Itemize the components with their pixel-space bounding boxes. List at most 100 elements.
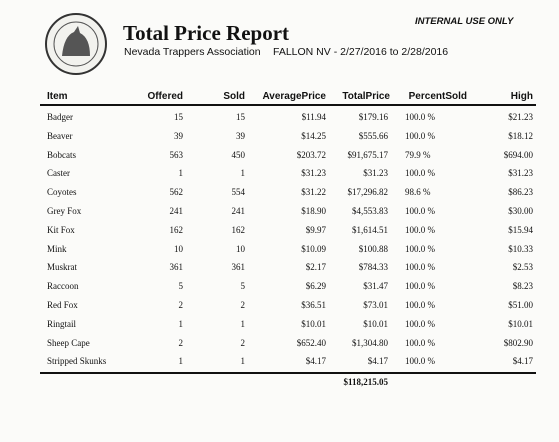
cell: $4.17	[367, 356, 388, 367]
column-header: Sold	[223, 91, 245, 102]
column-header: Offered	[147, 91, 183, 102]
cell: $21.23	[508, 112, 533, 122]
cell: 10	[236, 243, 245, 254]
cell: 100.0 %	[405, 281, 435, 292]
cell: 1	[240, 168, 246, 179]
cell: $10.33	[508, 243, 533, 254]
item-name: Sheep Cape	[47, 337, 90, 348]
cell: $31.23	[301, 168, 326, 179]
cell: $10.01	[363, 318, 388, 329]
item-name: Coyotes	[47, 187, 77, 198]
cell: 5	[178, 281, 184, 292]
cell: $15.94	[508, 224, 533, 235]
cell: 563	[169, 149, 184, 160]
cell: $555.66	[358, 130, 388, 141]
item-name: Muskrat	[47, 262, 77, 273]
cell: $652.40	[296, 337, 326, 348]
item-name: Beaver	[47, 130, 73, 141]
column-header: TotalPrice	[342, 91, 390, 102]
cell: 10	[174, 243, 183, 254]
cell: 98.6 %	[405, 187, 431, 198]
item-name: Kit Fox	[47, 224, 75, 235]
cell: $36.51	[301, 300, 326, 310]
cell: $11.94	[301, 112, 326, 122]
cell: 15	[236, 112, 245, 122]
cell: $100.88	[358, 243, 388, 254]
cell: $18.90	[301, 206, 326, 216]
cell: 562	[169, 187, 184, 198]
cell: $8.23	[512, 281, 533, 292]
cell: $30.00	[508, 206, 533, 216]
column-header: AveragePrice	[262, 91, 326, 102]
column-header: Item	[47, 91, 68, 102]
cell: 2	[178, 337, 184, 348]
cell: $4.17	[512, 356, 533, 367]
cell: $802.90	[503, 337, 533, 348]
logo	[45, 13, 107, 75]
cell: 100.0 %	[405, 206, 435, 216]
item-name: Raccoon	[47, 281, 79, 292]
cell: $4,553.83	[352, 206, 388, 216]
title: Total Price Report	[123, 21, 290, 45]
item-name: Red Fox	[47, 300, 78, 310]
cell: $203.72	[296, 149, 326, 160]
cell: 5	[240, 281, 246, 292]
cell: $694.00	[503, 149, 533, 160]
organization: Nevada Trappers Association	[124, 46, 261, 58]
cell: $1,614.51	[352, 224, 388, 235]
item-name: Ringtail	[47, 318, 76, 329]
cell: $31.22	[301, 187, 326, 198]
cell: 2	[240, 337, 246, 348]
cell: 361	[231, 262, 246, 273]
cell: 162	[231, 224, 246, 235]
cell: $14.25	[301, 130, 326, 141]
cell: 2	[240, 300, 246, 310]
footer-rule	[40, 372, 536, 374]
item-name: Badger	[47, 112, 73, 122]
cell: $10.01	[508, 318, 533, 329]
cell: 450	[231, 149, 246, 160]
cell: $10.09	[301, 243, 326, 254]
cell: 554	[231, 187, 246, 198]
cell: 100.0 %	[405, 130, 435, 141]
cell: 100.0 %	[405, 112, 435, 122]
cell: $9.97	[305, 224, 326, 235]
cell: $17,296.82	[347, 187, 389, 198]
item-name: Stripped Skunks	[47, 356, 107, 367]
cell: $2.17	[305, 262, 326, 273]
cell: 100.0 %	[405, 337, 435, 348]
cell: $2.53	[512, 262, 533, 273]
cell: 361	[169, 262, 184, 273]
cell: 100.0 %	[405, 262, 435, 273]
item-name: Bobcats	[47, 149, 76, 160]
cell: 79.9 %	[405, 149, 431, 160]
grand-total: $118,215.05	[343, 377, 388, 387]
cell: 15	[174, 112, 183, 122]
cell: $6.29	[305, 281, 326, 292]
cell: $4.17	[305, 356, 326, 367]
cell: 241	[169, 206, 184, 216]
cell: 39	[236, 130, 245, 141]
cell: $784.33	[358, 262, 388, 273]
item-name: Caster	[47, 168, 70, 179]
cell: 100.0 %	[405, 356, 435, 367]
cell: $91,675.17	[347, 149, 389, 160]
cell: 39	[174, 130, 183, 141]
cell: $86.23	[508, 187, 533, 198]
cell: 1	[240, 318, 246, 329]
cell: $1,304.80	[352, 337, 388, 348]
cell: 100.0 %	[405, 318, 435, 329]
cell: $51.00	[508, 300, 533, 310]
cell: 162	[169, 224, 184, 235]
cell: 1	[178, 318, 184, 329]
cell: $31.23	[363, 168, 388, 179]
cell: $31.47	[363, 281, 388, 292]
cell: 1	[178, 356, 184, 367]
cell: 100.0 %	[405, 300, 435, 310]
item-name: Grey Fox	[47, 206, 82, 216]
cell: $179.16	[358, 112, 388, 122]
column-header: PercentSold	[408, 91, 467, 102]
item-name: Mink	[47, 243, 67, 254]
cell: $10.01	[301, 318, 326, 329]
